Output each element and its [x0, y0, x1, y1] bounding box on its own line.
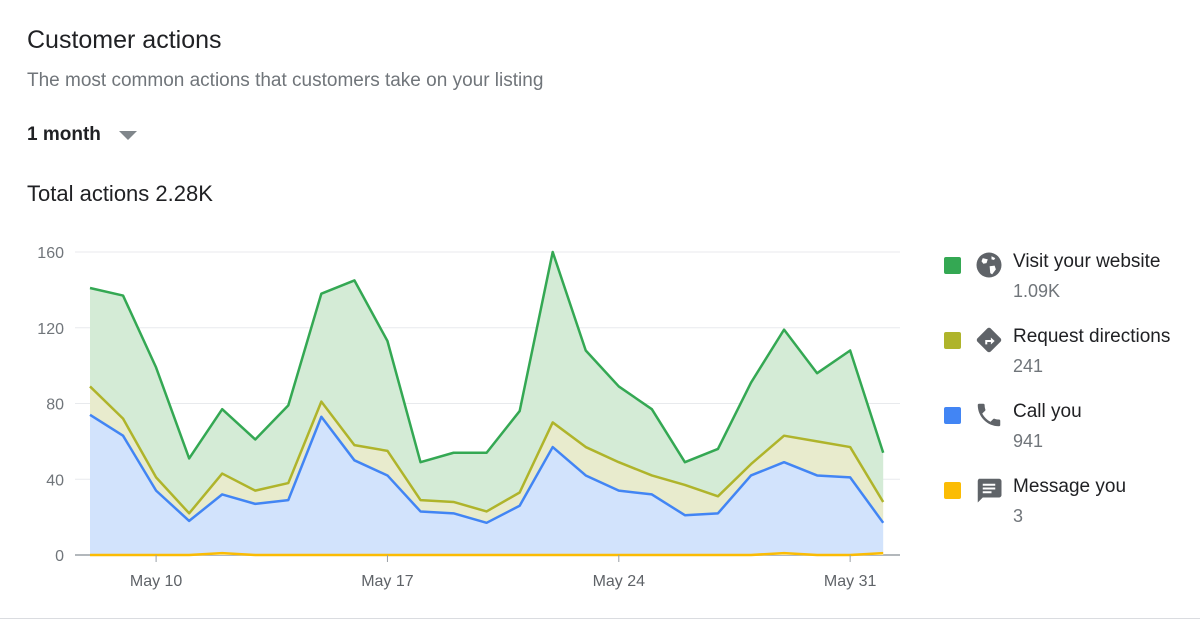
y-tick-label: 120	[37, 321, 64, 338]
y-tick-label: 80	[46, 397, 64, 414]
legend-value: 3	[1013, 506, 1024, 526]
globe-icon	[976, 252, 1002, 278]
legend-swatch	[944, 257, 961, 274]
legend-swatch	[944, 332, 961, 349]
card-subtitle: The most common actions that customers t…	[27, 70, 544, 91]
line-call-you	[89, 413, 885, 525]
y-tick-label: 0	[55, 548, 64, 565]
y-tick-label: 160	[37, 245, 64, 262]
x-tick-label: May 24	[593, 573, 646, 590]
area-call-you	[90, 414, 884, 555]
time-range-dropdown[interactable]: 1 month	[27, 124, 137, 146]
directions-icon	[976, 327, 1002, 353]
legend-value: 241	[1013, 356, 1044, 376]
chart-axes: 0 40 80 120 160 May 10 May 17 May 24 May 31	[37, 245, 876, 590]
phone-icon	[977, 403, 1001, 427]
stacked-area-chart: 0 40 80 120 160 May 10 May 17 May 24 May 31	[37, 245, 900, 590]
legend-value: 941	[1013, 431, 1044, 451]
legend-value: 1.09K	[1013, 281, 1061, 301]
chart-lines	[89, 250, 885, 557]
legend-label: Request directions	[1013, 326, 1171, 347]
legend-label: Call you	[1013, 401, 1082, 422]
bottom-divider	[0, 618, 1200, 619]
area-visit-your-website	[90, 252, 884, 514]
total-actions: Total actions 2.28K	[27, 181, 213, 206]
line-request-directions	[89, 385, 885, 515]
time-range-value: 1 month	[27, 124, 101, 145]
card-title: Customer actions	[27, 26, 222, 54]
message-icon	[977, 478, 1002, 503]
legend-swatch	[944, 407, 961, 424]
dropdown-arrow-icon	[118, 130, 137, 140]
x-tick-label: May 10	[130, 573, 183, 590]
line-message-you	[90, 551, 884, 557]
x-tick-label: May 31	[824, 573, 877, 590]
x-tick-label: May 17	[361, 573, 414, 590]
legend-label: Visit your website	[1013, 251, 1161, 272]
area-request-directions	[90, 386, 884, 523]
legend-swatch	[944, 482, 961, 499]
y-tick-label: 40	[46, 472, 64, 489]
legend-label: Message you	[1013, 476, 1127, 497]
line-visit-your-website	[89, 250, 885, 464]
